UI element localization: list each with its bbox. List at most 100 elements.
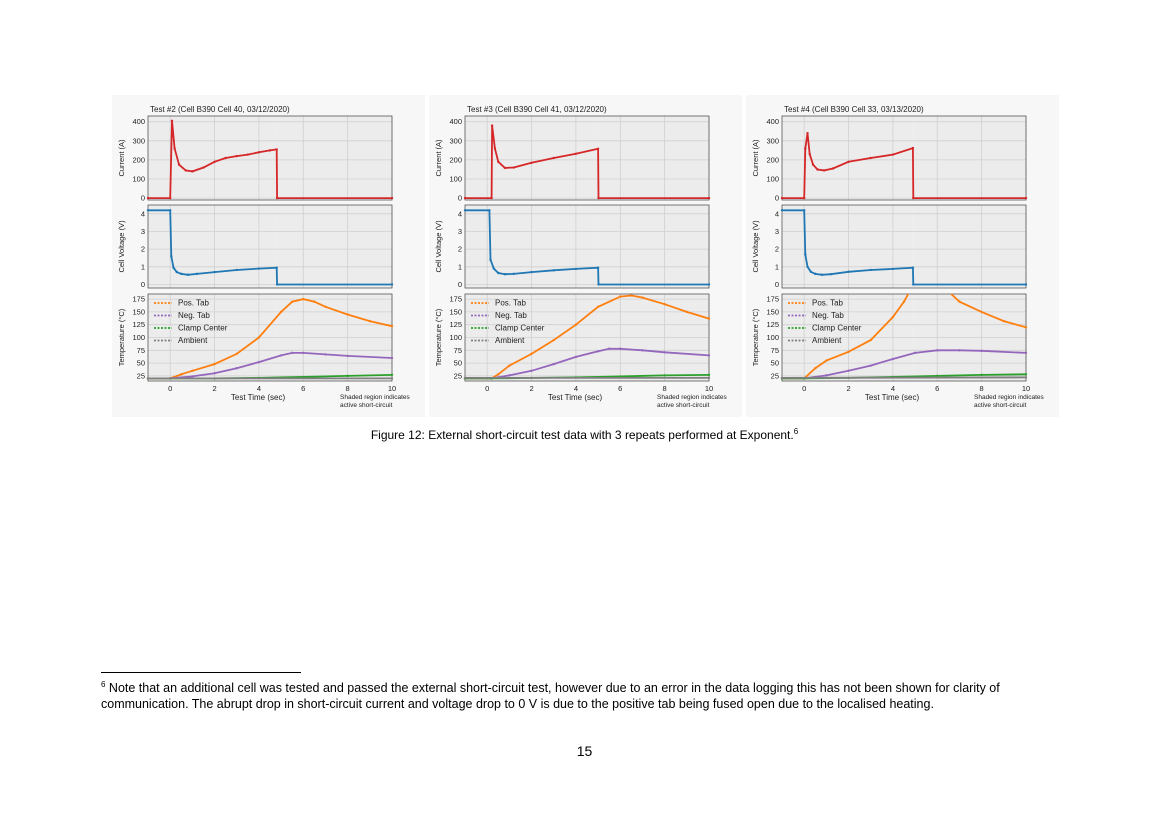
data-point — [324, 353, 327, 356]
data-point — [619, 375, 622, 378]
y-tick-label: 100 — [449, 175, 462, 184]
series-pos-tab — [465, 294, 709, 380]
data-point — [235, 268, 238, 272]
data-point — [257, 336, 261, 339]
data-point — [290, 300, 294, 303]
data-point — [503, 273, 507, 276]
data-point — [202, 166, 205, 169]
x-tick-label: 2 — [529, 384, 533, 393]
y-tick-label: 25 — [137, 371, 145, 380]
data-point — [488, 209, 491, 212]
data-point — [1002, 319, 1006, 323]
data-point — [512, 166, 515, 169]
data-point — [806, 265, 809, 269]
y-axis-label: Temperature (°C) — [434, 308, 443, 366]
data-point — [980, 310, 983, 314]
y-tick-label: 50 — [454, 359, 462, 368]
x-axis-label: Test Time (sec) — [231, 393, 286, 402]
data-point — [630, 294, 633, 297]
data-point — [707, 376, 711, 380]
y-tick-label: 75 — [137, 346, 145, 355]
legend-label: Clamp Center — [178, 324, 228, 333]
data-point — [707, 196, 711, 200]
data-point — [213, 160, 216, 164]
data-point — [503, 166, 507, 170]
y-tick-label: 150 — [449, 307, 462, 316]
data-point — [1024, 351, 1028, 355]
data-point — [1024, 326, 1028, 329]
shaded-region — [487, 116, 599, 200]
data-point — [175, 270, 179, 274]
y-tick-label: 1 — [141, 262, 145, 271]
data-point — [825, 374, 828, 377]
y-tick-label: 50 — [771, 359, 779, 368]
data-point — [275, 196, 279, 200]
data-point — [607, 347, 611, 350]
unshaded-pre — [148, 205, 171, 288]
data-point — [891, 315, 895, 319]
data-point — [275, 283, 279, 286]
data-point — [390, 283, 394, 286]
data-point — [811, 163, 815, 166]
data-point — [822, 169, 826, 172]
data-point — [508, 364, 511, 367]
x-tick-label: 6 — [618, 384, 622, 393]
data-point — [146, 196, 150, 200]
data-point — [596, 350, 600, 353]
data-point — [235, 154, 238, 158]
data-point — [213, 362, 216, 366]
y-tick-label: 50 — [137, 359, 145, 368]
x-tick-label: 2 — [212, 384, 216, 393]
data-point — [891, 153, 895, 156]
chart-title: Test #4 (Cell B390 Cell 33, 03/13/2020) — [784, 105, 924, 114]
data-point — [619, 295, 622, 298]
shaded-note: active short-circuit — [657, 402, 710, 409]
y-tick-label: 3 — [141, 227, 145, 236]
y-tick-label: 0 — [141, 194, 145, 203]
data-point — [869, 156, 872, 160]
data-point — [146, 377, 150, 380]
y-tick-label: 200 — [132, 155, 145, 164]
shaded-post — [276, 116, 392, 200]
data-point — [814, 272, 817, 276]
legend-label: Pos. Tab — [178, 299, 210, 308]
data-point — [958, 349, 961, 352]
y-tick-label: 175 — [132, 295, 145, 304]
x-tick-label: 4 — [891, 384, 895, 393]
data-point — [173, 147, 176, 150]
data-point — [574, 267, 578, 271]
shaded-post — [598, 116, 709, 200]
shaded-note: active short-circuit — [974, 402, 1027, 409]
data-point — [463, 376, 467, 380]
y-tick-label: 300 — [132, 136, 145, 145]
shaded-note: Shaded region indicates — [974, 394, 1044, 401]
data-point — [170, 255, 173, 258]
y-tick-label: 100 — [132, 175, 145, 184]
shaded-region — [804, 116, 913, 200]
y-axis-label: Current (A) — [751, 139, 760, 177]
y-tick-label: 100 — [449, 333, 462, 342]
data-point — [820, 273, 824, 276]
data-point — [512, 272, 515, 276]
data-point — [641, 296, 644, 299]
plot-frame — [781, 293, 1027, 382]
y-axis-label: Cell Voltage (V) — [117, 220, 126, 273]
y-tick-label: 75 — [771, 346, 779, 355]
data-point — [275, 148, 278, 151]
x-tick-label: 8 — [346, 384, 350, 393]
data-point — [596, 147, 600, 151]
data-point — [596, 266, 600, 269]
data-point — [574, 323, 578, 326]
unshaded-pre — [465, 205, 488, 288]
data-point — [912, 283, 915, 286]
series-neg-tab — [465, 347, 709, 380]
legend-label: Clamp Center — [495, 324, 545, 333]
data-point — [597, 196, 600, 200]
x-tick-label: 10 — [1022, 384, 1030, 393]
data-point — [847, 160, 850, 164]
data-point — [246, 153, 250, 156]
data-point — [313, 300, 316, 303]
data-point — [847, 270, 850, 273]
series-neg-tab — [148, 351, 392, 380]
data-point — [180, 272, 183, 276]
